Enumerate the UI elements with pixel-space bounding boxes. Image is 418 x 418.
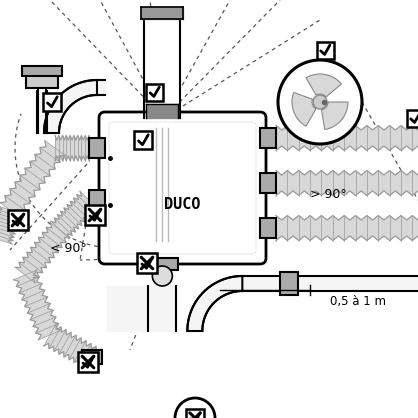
Bar — [186, 409, 204, 418]
Polygon shape — [55, 135, 89, 161]
Circle shape — [175, 398, 215, 418]
Bar — [78, 352, 98, 372]
Text: 0,5 à 1 m: 0,5 à 1 m — [330, 296, 386, 308]
Bar — [26, 73, 58, 88]
Polygon shape — [0, 206, 22, 244]
Polygon shape — [13, 270, 61, 340]
Bar — [146, 84, 163, 100]
Bar — [406, 110, 418, 127]
Polygon shape — [187, 276, 242, 331]
Polygon shape — [276, 125, 418, 150]
Bar — [82, 350, 102, 364]
Bar — [22, 66, 62, 76]
Bar — [280, 272, 298, 295]
Bar — [43, 93, 61, 111]
Polygon shape — [97, 81, 105, 94]
Polygon shape — [146, 104, 178, 118]
Circle shape — [278, 60, 362, 144]
Bar — [134, 131, 152, 149]
Polygon shape — [141, 7, 184, 19]
Polygon shape — [321, 102, 348, 130]
Text: > 90°: > 90° — [310, 189, 347, 201]
Polygon shape — [144, 15, 180, 118]
Bar — [89, 138, 105, 158]
Polygon shape — [51, 191, 98, 239]
Circle shape — [313, 95, 327, 109]
Bar — [260, 173, 276, 193]
Polygon shape — [0, 141, 65, 217]
Polygon shape — [242, 276, 418, 291]
Bar — [260, 128, 276, 148]
Polygon shape — [107, 286, 166, 331]
Circle shape — [152, 266, 172, 286]
Text: DUCO: DUCO — [164, 197, 201, 212]
Polygon shape — [44, 324, 101, 371]
Bar — [85, 205, 105, 225]
Polygon shape — [276, 171, 418, 196]
Polygon shape — [15, 222, 70, 283]
Bar — [316, 41, 334, 59]
Polygon shape — [37, 91, 47, 133]
Bar — [146, 258, 178, 270]
Polygon shape — [276, 216, 418, 240]
Polygon shape — [44, 80, 97, 133]
Polygon shape — [306, 74, 342, 97]
FancyBboxPatch shape — [99, 112, 266, 264]
Polygon shape — [292, 92, 316, 126]
Text: < 90°: < 90° — [50, 242, 87, 255]
Bar — [8, 210, 28, 230]
Bar — [137, 253, 157, 273]
Bar — [260, 218, 276, 238]
Polygon shape — [148, 286, 176, 331]
Bar — [89, 190, 105, 210]
